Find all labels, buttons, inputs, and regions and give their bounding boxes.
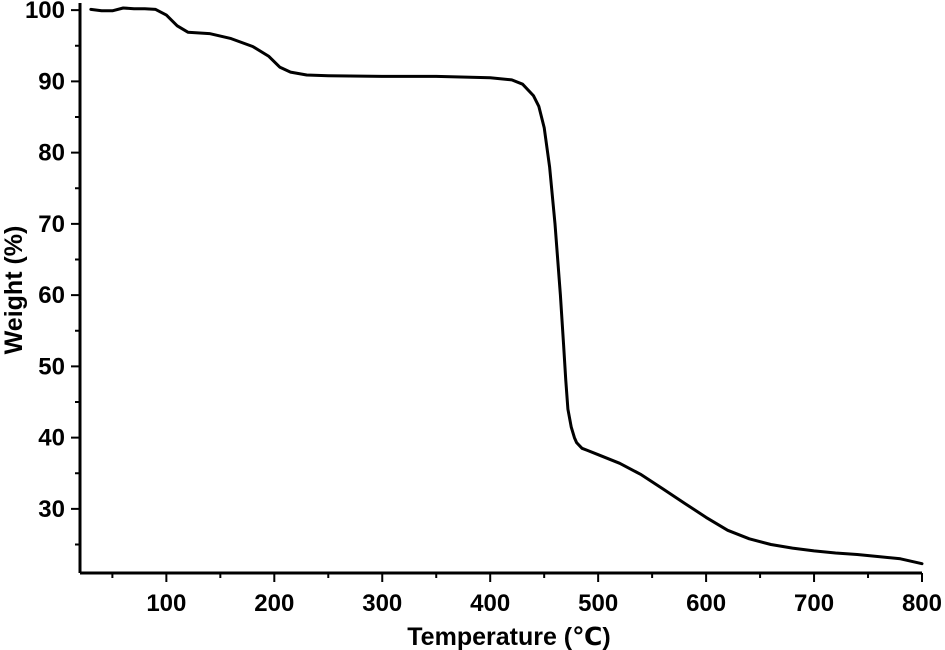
y-tick-label-50: 50 — [38, 353, 65, 380]
x-axis-ticks — [111, 573, 923, 582]
y-tick-label-100: 100 — [25, 0, 65, 24]
y-tick-label-90: 90 — [38, 68, 65, 95]
x-tick-label-200: 200 — [254, 590, 294, 617]
y-axis-ticks — [71, 9, 80, 546]
x-tick-label-800: 800 — [902, 590, 942, 617]
x-tick-label-700: 700 — [794, 590, 834, 617]
y-tick-label-30: 30 — [38, 496, 65, 523]
weight-curve — [89, 6, 924, 566]
y-axis-tick-labels: 30 40 50 60 70 80 90 100 — [25, 0, 65, 523]
y-tick-label-80: 80 — [38, 140, 65, 167]
y-tick-label-70: 70 — [38, 211, 65, 238]
x-tick-label-100: 100 — [146, 590, 186, 617]
y-axis-title: Weight (%) — [0, 226, 28, 355]
x-axis-title: Temperature (℃) — [407, 623, 610, 650]
x-tick-label-500: 500 — [578, 590, 618, 617]
x-tick-label-600: 600 — [686, 590, 726, 617]
y-tick-label-40: 40 — [38, 425, 65, 452]
x-tick-label-400: 400 — [470, 590, 510, 617]
x-axis-tick-labels: 100 200 300 400 500 600 700 800 — [146, 590, 942, 617]
y-tick-label-60: 60 — [38, 282, 65, 309]
x-tick-label-300: 300 — [362, 590, 402, 617]
